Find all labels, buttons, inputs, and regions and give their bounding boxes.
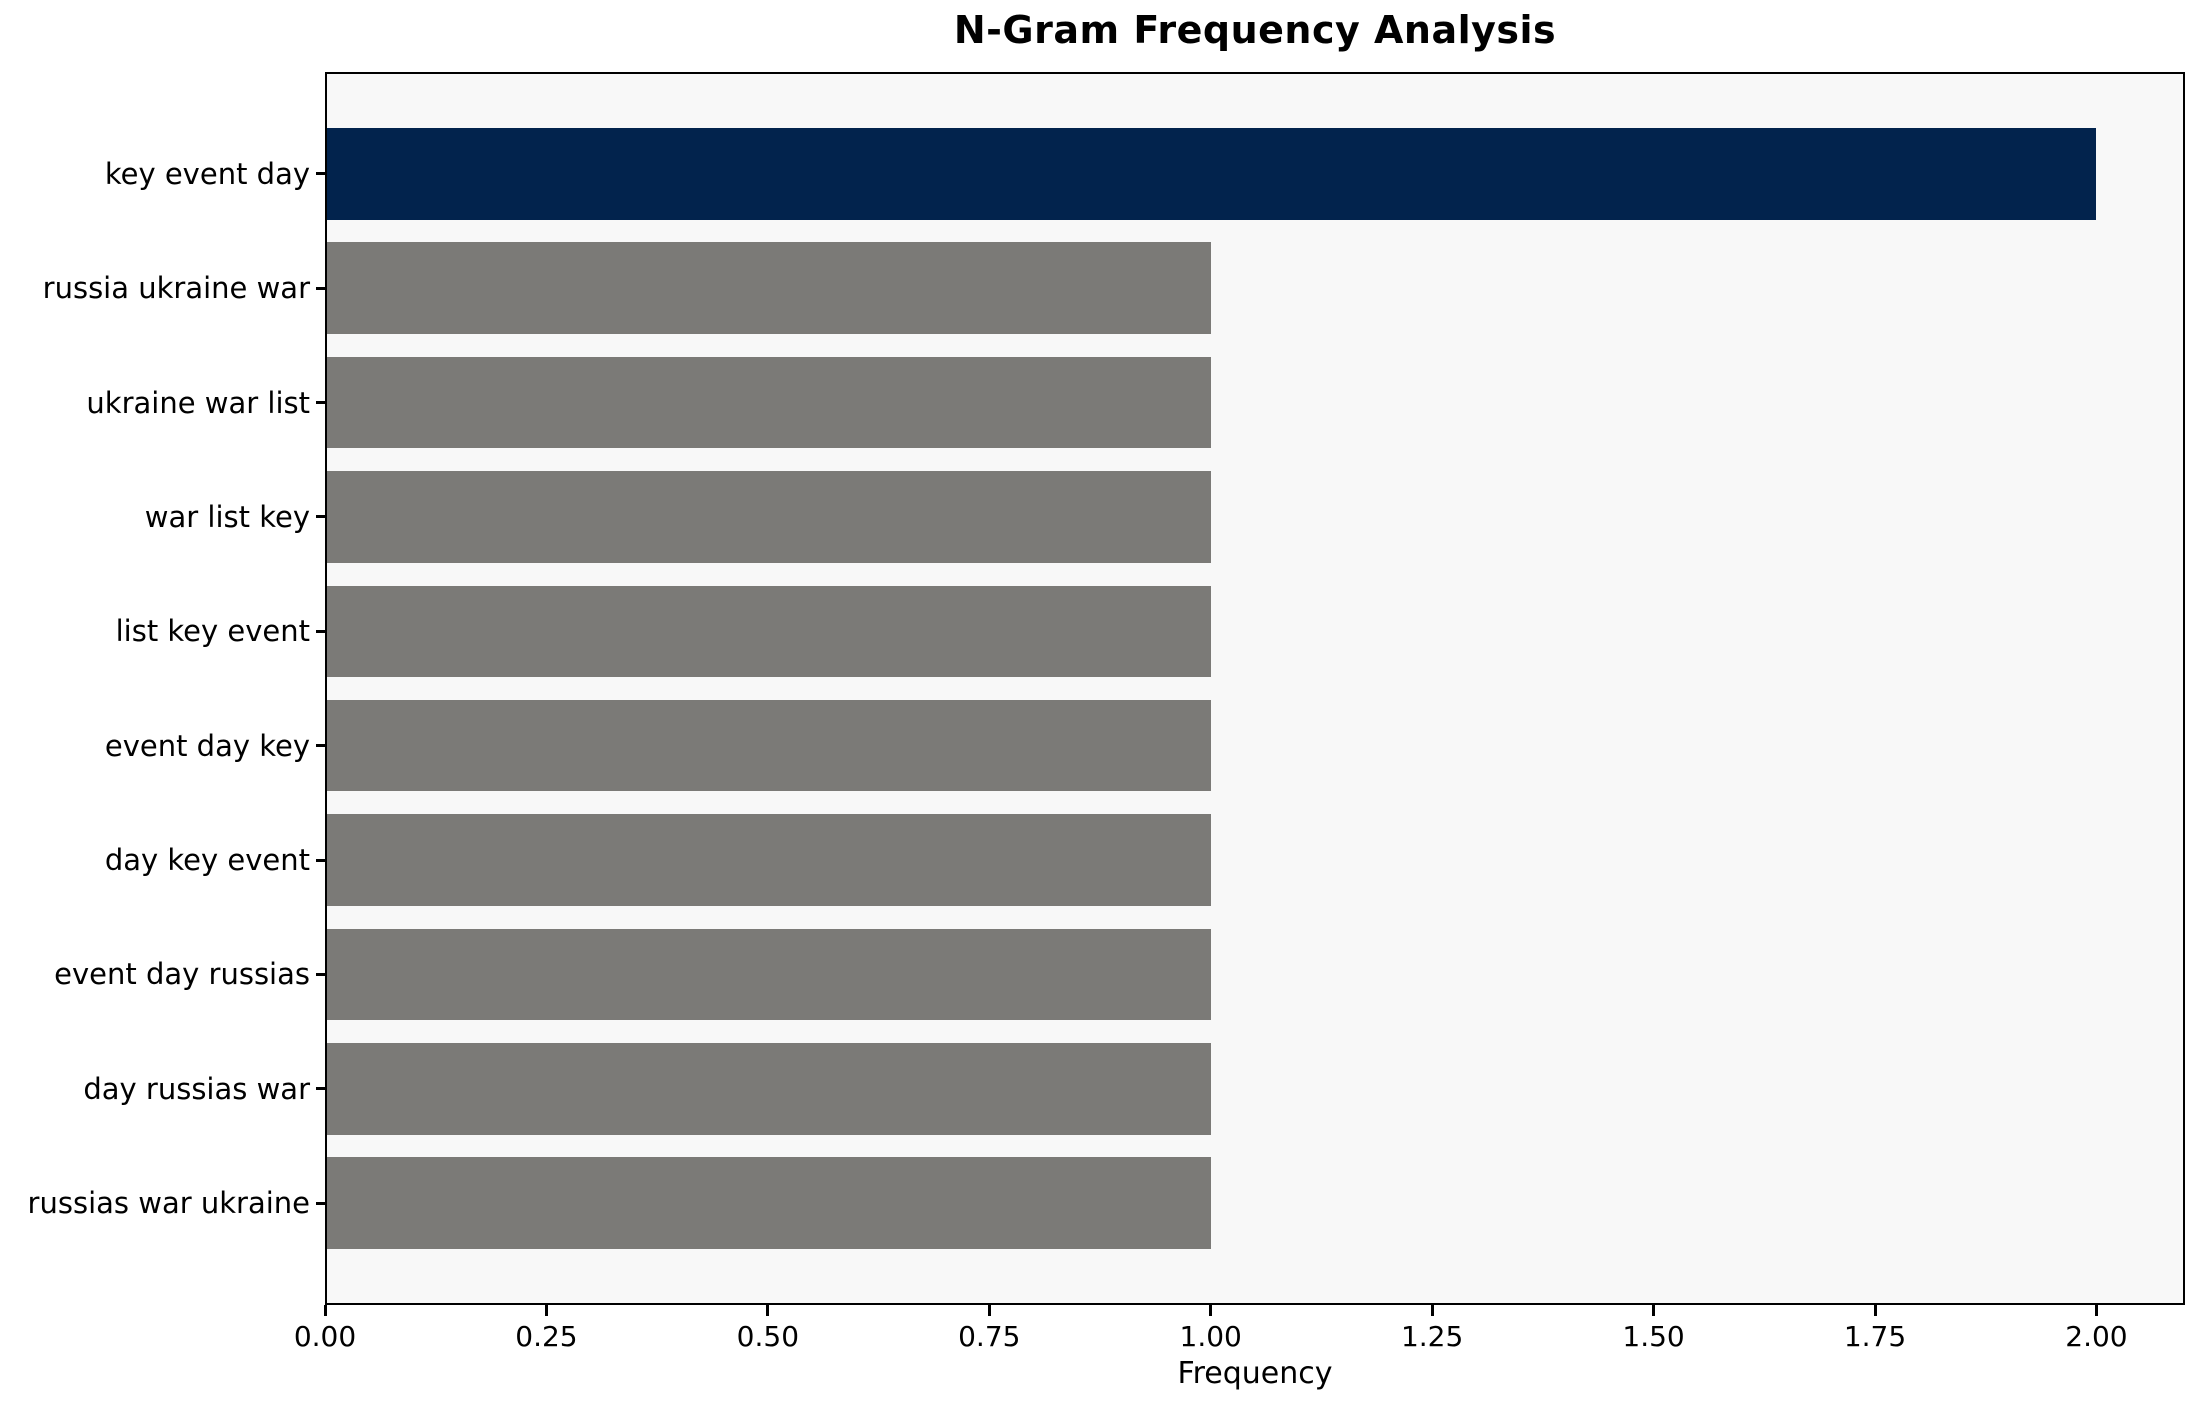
y-tick-label: ukraine war list [86, 385, 310, 420]
bar-ukraine-war-list [325, 356, 1211, 449]
y-tick-label: key event day [104, 156, 310, 191]
x-tick-label: 1.75 [1843, 1320, 1907, 1353]
x-tick-mark [1652, 1305, 1656, 1316]
bar-event-day-russias [325, 928, 1211, 1021]
bar-day-key-event [325, 814, 1211, 906]
bar-russias-war-ukraine [325, 1157, 1211, 1249]
x-tick-mark [2094, 1305, 2098, 1316]
y-tick-mark [316, 515, 325, 519]
x-tick-mark [766, 1305, 770, 1316]
y-tick-label: russia ukraine war [42, 271, 310, 306]
y-tick-mark [316, 858, 325, 862]
bar-war-list-key [325, 471, 1211, 563]
x-tick-label: 1.00 [1179, 1320, 1242, 1353]
y-tick-mark [316, 1087, 325, 1091]
y-tick-label: russias war ukraine [27, 1186, 310, 1221]
x-tick-mark [544, 1305, 548, 1316]
x-tick-label: 0.00 [293, 1320, 357, 1353]
x-tick-mark [1873, 1305, 1877, 1316]
y-tick-mark [316, 744, 325, 748]
y-tick-label: war list key [144, 499, 310, 534]
y-tick-mark [316, 1201, 325, 1205]
x-tick-mark [323, 1305, 327, 1316]
y-tick-mark [316, 286, 325, 290]
bar-event-day-key [325, 699, 1211, 792]
y-tick-mark [316, 972, 325, 976]
y-tick-label: event day key [104, 728, 310, 763]
y-tick-mark [316, 401, 325, 405]
x-tick-label: 1.25 [1400, 1320, 1464, 1353]
x-axis-label: Frequency [1177, 1356, 1333, 1391]
y-tick-mark [316, 629, 325, 633]
y-tick-label: list key event [115, 614, 310, 649]
x-tick-label: 1.50 [1622, 1320, 1685, 1353]
x-tick-label: 2.00 [2065, 1320, 2128, 1353]
x-tick-mark [1209, 1305, 1213, 1316]
bar-russia-ukraine-war [325, 242, 1211, 334]
bar-list-key-event [325, 585, 1211, 678]
y-tick-label: day key event [104, 843, 310, 878]
bar-key-event-day [325, 128, 2097, 220]
bar-day-russias-war [325, 1043, 1211, 1135]
plot-area [325, 72, 2185, 1305]
x-tick-label: 0.50 [736, 1320, 800, 1353]
y-tick-label: day russias war [83, 1071, 310, 1106]
x-tick-label: 0.75 [958, 1320, 1021, 1353]
x-tick-label: 0.25 [515, 1320, 578, 1353]
y-tick-label: event day russias [54, 957, 310, 992]
x-tick-mark [1430, 1305, 1434, 1316]
x-tick-mark [987, 1305, 991, 1316]
y-tick-mark [316, 172, 325, 176]
chart-title: N-Gram Frequency Analysis [953, 8, 1557, 52]
